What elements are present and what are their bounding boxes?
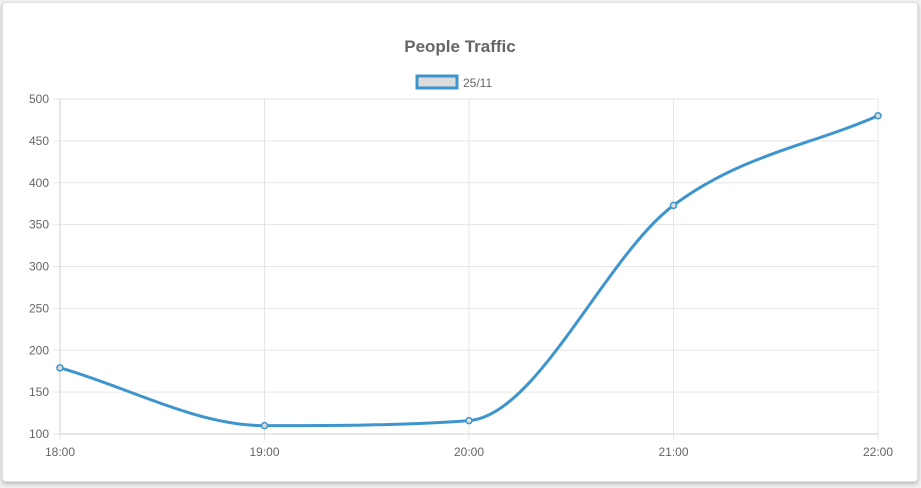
data-point-1900[interactable] [260, 421, 269, 430]
y-tick-label-400: 400 [29, 176, 49, 190]
y-tick-label-450: 450 [29, 134, 49, 148]
chart-title: People Traffic [404, 37, 515, 56]
y-tick-label-350: 350 [29, 218, 49, 232]
y-tick-label-500: 500 [29, 92, 49, 106]
x-tick-label-3: 21:00 [658, 445, 688, 459]
data-point-2200[interactable] [874, 112, 882, 120]
data-point-2100[interactable] [669, 201, 678, 210]
data-point-2000[interactable] [465, 416, 473, 425]
line-chart: People Traffic 25/11 100 150 200 250 300 350 4… [29, 37, 893, 459]
series-layer [56, 112, 882, 430]
y-tick-label-100: 100 [29, 427, 49, 441]
legend[interactable]: 25/11 [415, 74, 492, 90]
y-tick-label-150: 150 [29, 385, 49, 399]
legend-label[interactable]: 25/11 [463, 76, 492, 90]
chart-card: People Traffic 25/11 100 150 200 250 300 350 4… [2, 2, 918, 482]
x-tick-label-2: 20:00 [454, 445, 484, 459]
legend-swatch[interactable] [415, 74, 459, 90]
y-tick-label-200: 200 [29, 343, 49, 357]
grid-lines [53, 98, 879, 440]
data-point-1800[interactable] [56, 364, 64, 372]
y-tick-label-250: 250 [29, 301, 49, 315]
tick-labels: 100 150 200 250 300 350 400 450 500 18:00 19:00 20:… [29, 92, 893, 459]
y-tick-label-300: 300 [29, 260, 49, 274]
series-line-0 [58, 114, 880, 428]
axes [59, 99, 878, 435]
x-tick-label-4: 22:00 [863, 445, 893, 459]
x-tick-label-1: 19:00 [249, 445, 279, 459]
x-tick-label-0: 18:00 [45, 445, 75, 459]
